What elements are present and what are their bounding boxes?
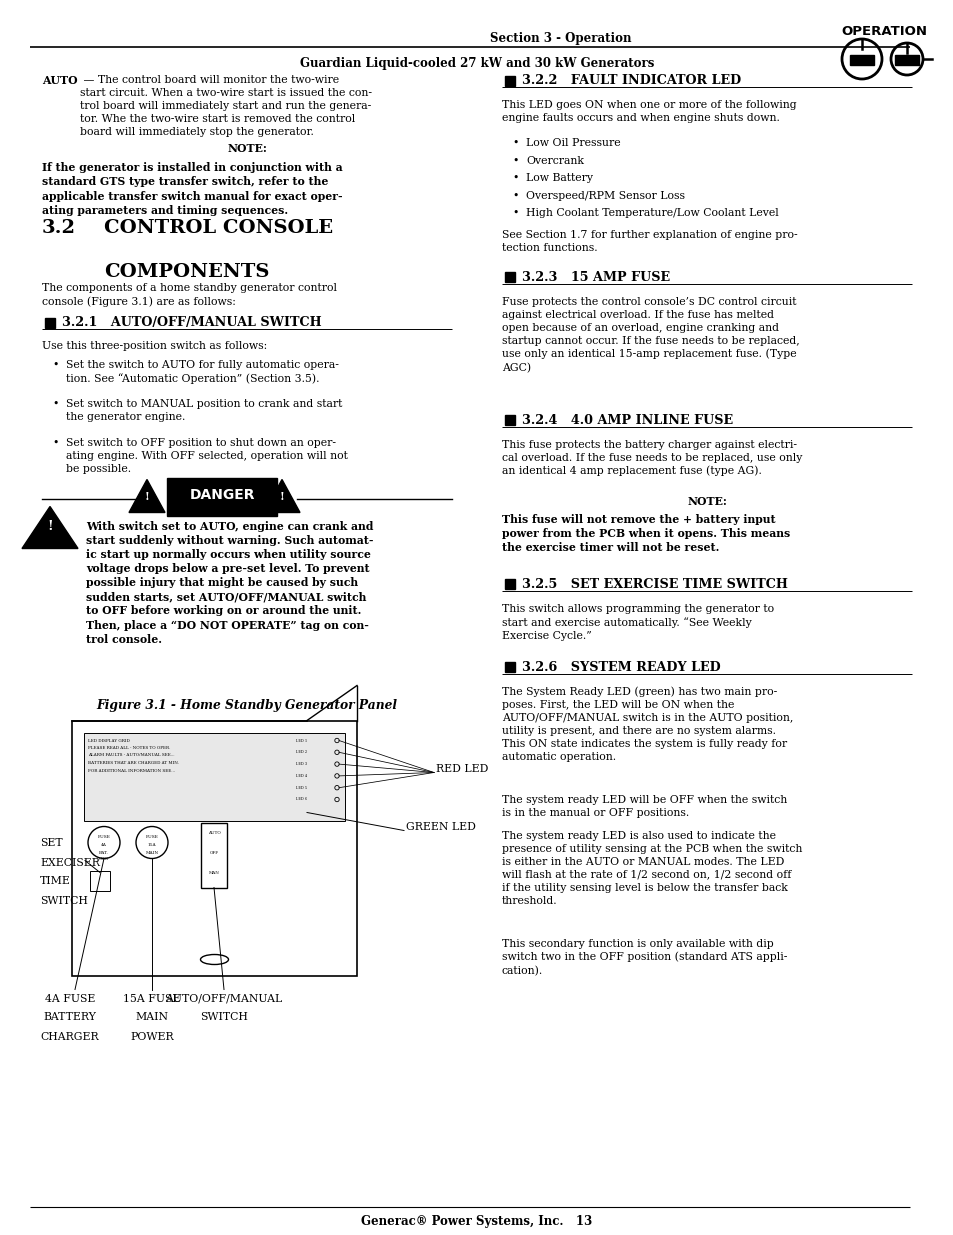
FancyBboxPatch shape — [71, 720, 356, 976]
Text: !: ! — [47, 520, 52, 534]
Text: DANGER: DANGER — [189, 488, 254, 501]
Text: MAIN: MAIN — [135, 1013, 169, 1023]
Text: !: ! — [145, 492, 150, 501]
Text: •: • — [512, 173, 517, 183]
Text: PLEASE READ ALL - NOTES TO OPER.: PLEASE READ ALL - NOTES TO OPER. — [88, 746, 171, 750]
Text: 3.2.2   FAULT INDICATOR LED: 3.2.2 FAULT INDICATOR LED — [521, 74, 740, 86]
Bar — [849, 56, 873, 65]
Text: TIME: TIME — [40, 877, 71, 887]
Text: With switch set to AUTO, engine can crank and
start suddenly without warning. Su: With switch set to AUTO, engine can cran… — [86, 520, 374, 645]
Bar — [90, 871, 110, 890]
Text: This switch allows programming the generator to
start and exercise automatically: This switch allows programming the gener… — [501, 604, 773, 641]
Text: 15A: 15A — [148, 842, 156, 846]
Text: •: • — [512, 207, 517, 219]
Text: Set the switch to AUTO for fully automatic opera-
tion. See “Automatic Operation: Set the switch to AUTO for fully automat… — [66, 359, 338, 384]
Text: NOTE:: NOTE: — [686, 495, 726, 506]
Text: FUSE: FUSE — [146, 835, 158, 839]
Text: This LED goes ON when one or more of the following
engine faults occurs and when: This LED goes ON when one or more of the… — [501, 100, 796, 124]
Text: RED LED: RED LED — [436, 763, 488, 773]
Text: Use this three-position switch as follows:: Use this three-position switch as follow… — [42, 341, 267, 351]
Text: The system ready LED will be OFF when the switch
is in the manual or OFF positio: The system ready LED will be OFF when th… — [501, 794, 786, 818]
Text: AUTO: AUTO — [42, 75, 77, 86]
Text: 4A FUSE: 4A FUSE — [45, 993, 95, 1004]
Polygon shape — [264, 479, 299, 513]
Text: Section 3 - Operation: Section 3 - Operation — [490, 32, 631, 44]
Text: 3.2.3   15 AMP FUSE: 3.2.3 15 AMP FUSE — [521, 270, 669, 284]
Text: BATTERIES THAT ARE CHARGED AT MIN.: BATTERIES THAT ARE CHARGED AT MIN. — [88, 761, 179, 764]
Bar — [84, 732, 345, 820]
Text: AUTO/OFF/MANUAL: AUTO/OFF/MANUAL — [165, 993, 282, 1004]
Text: CONTROL CONSOLE: CONTROL CONSOLE — [104, 219, 333, 237]
Text: 4A: 4A — [101, 842, 107, 846]
Text: NOTE:: NOTE: — [227, 143, 267, 154]
Text: BAT.: BAT. — [99, 851, 109, 855]
Text: LED 5: LED 5 — [295, 785, 307, 789]
Text: •: • — [512, 138, 517, 148]
Text: •: • — [512, 156, 517, 165]
Text: Guardian Liquid-cooled 27 kW and 30 kW Generators: Guardian Liquid-cooled 27 kW and 30 kW G… — [299, 57, 654, 70]
Text: CHARGER: CHARGER — [41, 1031, 99, 1041]
Text: LED DISPLAY GRID: LED DISPLAY GRID — [88, 739, 130, 742]
Text: SET: SET — [40, 839, 63, 848]
Text: !: ! — [279, 492, 284, 501]
Text: Figure 3.1 - Home Standby Generator Panel: Figure 3.1 - Home Standby Generator Pane… — [96, 699, 397, 711]
Text: 3.2.6   SYSTEM READY LED: 3.2.6 SYSTEM READY LED — [521, 661, 720, 673]
Text: Low Battery: Low Battery — [525, 173, 593, 183]
Text: Set switch to OFF position to shut down an oper-
ating engine. With OFF selected: Set switch to OFF position to shut down … — [66, 438, 348, 474]
Text: — The control board will monitor the two-wire
start circuit. When a two-wire sta: — The control board will monitor the two… — [80, 75, 372, 137]
Text: •: • — [52, 438, 58, 448]
Text: 3.2: 3.2 — [42, 219, 76, 237]
Text: 3.2.1   AUTO/OFF/MANUAL SWITCH: 3.2.1 AUTO/OFF/MANUAL SWITCH — [62, 316, 321, 329]
Polygon shape — [22, 506, 78, 548]
Text: This fuse will not remove the + battery input
power from the PCB when it opens. : This fuse will not remove the + battery … — [501, 514, 789, 553]
Text: SWITCH: SWITCH — [200, 1013, 248, 1023]
FancyBboxPatch shape — [167, 478, 276, 515]
Text: SWITCH: SWITCH — [40, 895, 88, 905]
Text: MAN: MAN — [209, 872, 219, 876]
Text: EXECISER: EXECISER — [40, 857, 100, 867]
Ellipse shape — [200, 955, 229, 965]
Text: If the generator is installed in conjunction with a
standard GTS type transfer s: If the generator is installed in conjunc… — [42, 162, 342, 216]
Text: Overspeed/RPM Sensor Loss: Overspeed/RPM Sensor Loss — [525, 190, 684, 200]
Text: See Section 1.7 for further explanation of engine pro-
tection functions.: See Section 1.7 for further explanation … — [501, 230, 797, 252]
Text: LED 1: LED 1 — [295, 739, 307, 742]
Text: This fuse protects the battery charger against electri-
cal overload. If the fus: This fuse protects the battery charger a… — [501, 440, 801, 477]
Text: OPERATION: OPERATION — [841, 25, 926, 38]
Text: OFF: OFF — [210, 851, 218, 856]
Text: LED 4: LED 4 — [295, 774, 307, 778]
Text: Set switch to MANUAL position to crank and start
the generator engine.: Set switch to MANUAL position to crank a… — [66, 399, 342, 422]
Text: High Coolant Temperature/Low Coolant Level: High Coolant Temperature/Low Coolant Lev… — [525, 207, 778, 219]
Text: Overcrank: Overcrank — [525, 156, 583, 165]
Text: FUSE: FUSE — [97, 835, 111, 839]
Text: This secondary function is only available with dip
switch two in the OFF positio: This secondary function is only availabl… — [501, 939, 786, 976]
Text: 3.2.5   SET EXERCISE TIME SWITCH: 3.2.5 SET EXERCISE TIME SWITCH — [521, 578, 787, 590]
Text: Fuse protects the control console’s DC control circuit
against electrical overlo: Fuse protects the control console’s DC c… — [501, 296, 799, 373]
Text: LED 6: LED 6 — [295, 798, 307, 802]
Text: LED 2: LED 2 — [295, 751, 307, 755]
Text: GREEN LED: GREEN LED — [406, 821, 476, 831]
Polygon shape — [129, 479, 165, 513]
Text: MAIN: MAIN — [145, 851, 158, 855]
Text: FOR ADDITIONAL INFORMATION SEE...: FOR ADDITIONAL INFORMATION SEE... — [88, 768, 174, 773]
Bar — [894, 56, 918, 65]
Text: AUTO: AUTO — [208, 831, 220, 836]
Text: LED 3: LED 3 — [295, 762, 307, 766]
Bar — [201, 823, 227, 888]
Text: Generac® Power Systems, Inc.   13: Generac® Power Systems, Inc. 13 — [361, 1215, 592, 1228]
Text: POWER: POWER — [130, 1031, 173, 1041]
Text: BATTERY: BATTERY — [44, 1013, 96, 1023]
Text: •: • — [52, 359, 58, 370]
Text: COMPONENTS: COMPONENTS — [104, 263, 269, 282]
Text: ALARM FAULTS - AUTO/MANUAL SEE...: ALARM FAULTS - AUTO/MANUAL SEE... — [88, 753, 174, 757]
Text: •: • — [52, 399, 58, 409]
Text: CHG: CHG — [99, 857, 109, 862]
Text: Low Oil Pressure: Low Oil Pressure — [525, 138, 620, 148]
Text: The system ready LED is also used to indicate the
presence of utility sensing at: The system ready LED is also used to ind… — [501, 830, 801, 905]
Text: 15A FUSE: 15A FUSE — [123, 993, 180, 1004]
Text: 3.2.4   4.0 AMP INLINE FUSE: 3.2.4 4.0 AMP INLINE FUSE — [521, 414, 732, 426]
Text: The components of a home standby generator control
console (Figure 3.1) are as f: The components of a home standby generat… — [42, 283, 336, 306]
Text: •: • — [512, 190, 517, 200]
Text: The System Ready LED (green) has two main pro-
poses. First, the LED will be ON : The System Ready LED (green) has two mai… — [501, 687, 793, 762]
